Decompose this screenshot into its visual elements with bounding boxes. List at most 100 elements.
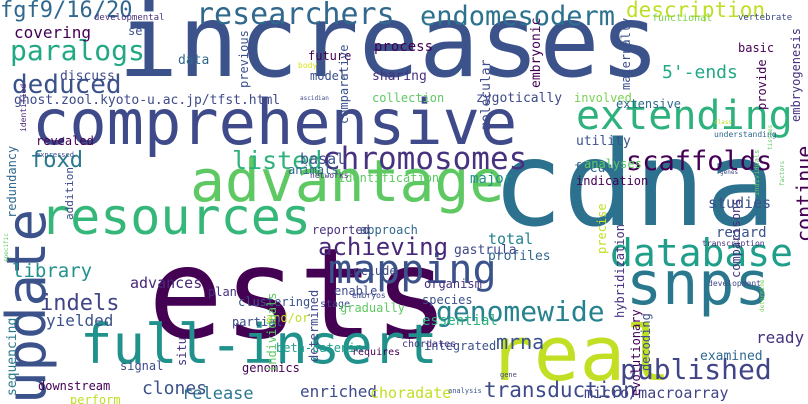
word-developmental: developmental xyxy=(94,13,165,23)
word-reported: reported xyxy=(312,223,370,237)
word-perform: perform xyxy=(70,393,121,404)
word-gradually: gradually xyxy=(340,301,406,315)
word-yielded: yielded xyxy=(46,311,114,330)
word-enable: enable xyxy=(334,284,378,298)
word-micro-macroarray: micro/macroarray xyxy=(584,384,729,402)
word-downstream: downstream xyxy=(38,379,111,393)
word-stage: stage xyxy=(320,299,351,310)
word-individuals-2: individuals xyxy=(753,149,761,196)
word-profiles: profiles xyxy=(488,249,551,264)
word-expressed: expressed xyxy=(36,151,74,159)
word-extending: extending xyxy=(576,93,793,139)
word-choradate: choradate xyxy=(370,384,452,402)
word-utility: utility xyxy=(576,134,631,149)
word-transduction: transduction xyxy=(484,378,636,402)
word-mrna: mrna xyxy=(496,330,545,354)
word-clustering: clustering xyxy=(238,295,311,309)
word-precise: precise xyxy=(595,203,609,254)
word-embryonic: embryonic xyxy=(529,17,544,88)
word-basic: basic xyxy=(738,41,775,55)
word-genomewide: genomewide xyxy=(436,295,605,328)
word-provide: provide xyxy=(755,59,769,110)
word-identification: identification xyxy=(338,171,440,185)
word-foxd: foxd xyxy=(30,148,83,173)
word-endomesoderm: endomesoderm xyxy=(420,1,616,32)
word-gene: gene xyxy=(500,371,517,379)
word-hybridization: hybridization xyxy=(613,224,627,318)
word-integrated: integrated xyxy=(424,339,497,353)
word-vertebrate: vertebrate xyxy=(738,13,793,23)
word-url: ghost.zool.kyoto-u.ac.jp/tfst.html xyxy=(14,93,281,108)
word-revealed: revealed xyxy=(36,134,94,148)
word-published: published xyxy=(620,353,772,386)
word-signal: signal xyxy=(120,359,164,373)
word-comparative: comparative xyxy=(337,44,351,124)
word-development: development xyxy=(708,279,761,288)
word-organism: organism xyxy=(424,277,482,291)
word-identified: identified xyxy=(19,83,28,132)
word-examined: examined xyxy=(700,349,763,364)
word-partial: partial xyxy=(232,315,283,329)
word-and-or: and/or xyxy=(266,311,310,325)
word-description: description xyxy=(626,0,766,22)
word-extensive: extensive xyxy=(616,97,682,111)
word-sequencing: sequencing xyxy=(5,317,20,396)
word-understanding: understanding xyxy=(714,130,777,139)
word-ascidian: ascidian xyxy=(300,95,329,102)
word-advances: advances xyxy=(130,274,203,292)
word-discuss: discuss xyxy=(60,69,115,84)
word-tissues: tissues xyxy=(767,124,774,150)
word-enriched: enriched xyxy=(300,382,378,401)
word-clones: clones xyxy=(142,378,208,399)
word-essential: essential xyxy=(422,313,498,329)
word-deduced: deduced xyxy=(12,70,122,100)
word-regard: regard xyxy=(716,225,767,241)
word-situ: situ xyxy=(175,337,189,366)
word-individuals: individuals xyxy=(265,292,279,372)
word-mapping: mapping xyxy=(328,247,497,293)
word-sharing: sharing xyxy=(372,69,427,84)
word-scaffolds: scaffolds xyxy=(626,146,773,177)
word-molecular: molecular xyxy=(479,59,494,130)
word-beta-catenin: beta-catenin xyxy=(276,341,363,355)
word-advantage: advantage xyxy=(190,147,505,215)
word-paralogs: paralogs xyxy=(10,34,145,67)
word-redundancy: redundancy xyxy=(5,145,19,218)
word-maternally: maternally xyxy=(619,17,633,90)
word-addition: addition xyxy=(63,167,76,220)
word-previous: previous xyxy=(237,30,251,88)
word-process: process xyxy=(374,39,434,55)
word-gastrula: gastrula xyxy=(454,243,517,258)
word-factors: factors xyxy=(779,160,786,186)
word-requires: requires xyxy=(352,347,401,358)
word-full-insert: full-insert xyxy=(80,313,438,376)
word-indication: indication xyxy=(576,174,649,188)
word-researchers: researchers xyxy=(196,0,395,32)
word-future: future xyxy=(308,49,352,63)
word-cdna: cdna xyxy=(492,115,777,253)
word-5-ends: 5'-ends xyxy=(662,62,738,83)
word-functional: functional xyxy=(652,13,713,24)
word-model: model xyxy=(310,69,347,83)
word-database: database xyxy=(610,231,794,275)
word-embryogenesis: embryogenesis xyxy=(789,28,803,122)
word-involved: involved xyxy=(574,91,632,105)
word-comprehensive: comprehensive xyxy=(32,86,518,159)
word-determine: determine xyxy=(759,279,766,312)
word-zygotically: zygotically xyxy=(476,91,563,106)
word-total: total xyxy=(488,230,534,248)
word-genomics: genomics xyxy=(242,361,300,375)
word-plan: plan xyxy=(208,285,237,299)
word-networks: networks xyxy=(310,171,349,180)
word-genes: genes xyxy=(720,169,739,176)
word-analyses: analyses xyxy=(584,157,642,171)
word-covering: covering xyxy=(14,23,92,42)
word-specific: specific xyxy=(3,233,10,262)
word-species: species xyxy=(422,293,473,307)
word-indels: indels xyxy=(40,291,120,316)
word-chromosomes: chromosomes xyxy=(322,141,528,177)
word-analysis: analysis xyxy=(448,387,482,395)
word-listed: listed xyxy=(232,146,323,175)
word-real: real xyxy=(488,309,672,398)
